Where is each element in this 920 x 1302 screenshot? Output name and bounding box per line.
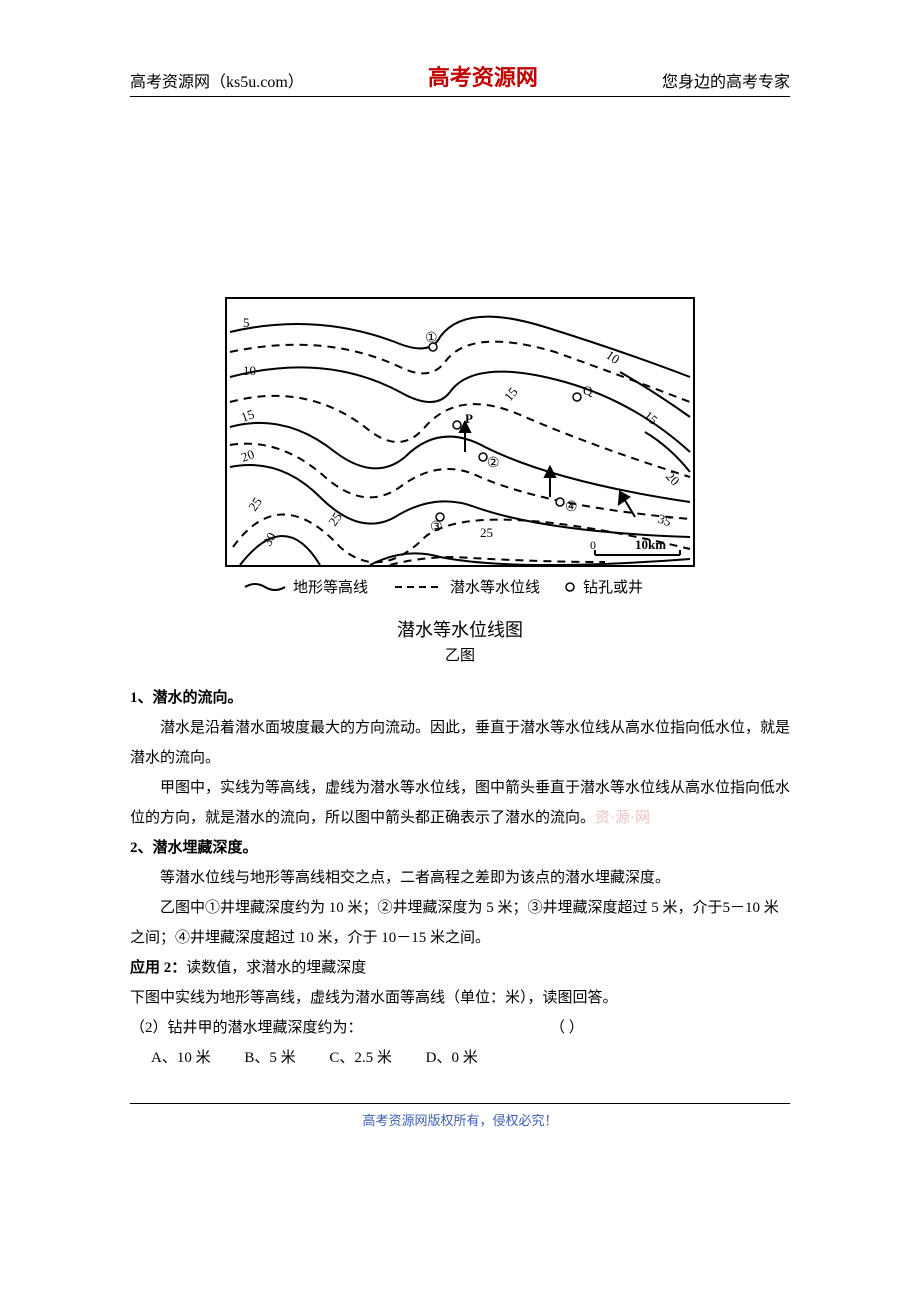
svg-text:5: 5 [243,315,250,330]
section-1-heading: 1、潜水的流向。 [130,683,790,713]
section-2-para-1: 等潜水位线与地形等高线相交之点，二者高程之差即为该点的潜水埋藏深度。 [130,863,790,893]
svg-text:地形等高线: 地形等高线 [293,578,368,596]
question-label: （2）钻井甲的潜水埋藏深度约为： [130,1020,363,1036]
application-instruction: 下图中实线为地形等高线，虚线为潜水面等高线（单位：米），读图回答。 [130,983,790,1013]
options-row: A、10 米 B、5 米 C、2.5 米 D、0 米 [130,1043,790,1073]
section-2-heading: 2、潜水埋藏深度。 [130,833,790,863]
inline-watermark: 资·源·网 [595,810,650,826]
figure-title: 潜水等水位线图 [130,616,790,642]
option-c[interactable]: C、2.5 米 [329,1043,392,1073]
svg-text:④: ④ [565,500,578,515]
svg-text:10km: 10km [635,537,666,552]
section-1-para-1: 潜水是沿着潜水面坡度最大的方向流动。因此，垂直于潜水等水位线从高水位指向低水位，… [130,713,790,773]
application-rest: 读数值，求潜水的埋藏深度 [186,960,366,976]
svg-text:潜水等水位线: 潜水等水位线 [450,578,540,596]
page-header: 高考资源网（ks5u.com） 高考资源网 您身边的高考专家 [130,60,790,97]
question-blank: （ ） [550,1020,584,1036]
option-d[interactable]: D、0 米 [426,1043,478,1073]
page-container: 高考资源网（ks5u.com） 高考资源网 您身边的高考专家 [0,0,920,1169]
section-1-para-2: 甲图中，实线为等高线，虚线为潜水等水位线，图中箭头垂直于潜水等水位线从高水位指向… [130,773,790,833]
svg-text:Q: Q [583,383,593,398]
application-heading: 应用 2：读数值，求潜水的埋藏深度 [130,953,790,983]
figure-subtitle: 乙图 [130,644,790,665]
svg-text:①: ① [425,331,438,346]
figure-block: 5 10 15 20 25 30 10 15 20 35 25 15 25 ① … [130,297,790,665]
application-label: 应用 2： [130,960,186,976]
svg-text:②: ② [487,456,500,471]
svg-text:③: ③ [430,520,443,535]
section-2-para-2: 乙图中①井埋藏深度约为 10 米；②井埋藏深度为 5 米；③井埋藏深度超过 5 … [130,893,790,953]
question-line: （2）钻井甲的潜水埋藏深度约为： （ ） [130,1013,790,1043]
section-1-para-2-text: 甲图中，实线为等高线，虚线为潜水等水位线，图中箭头垂直于潜水等水位线从高水位指向… [130,780,790,826]
header-left-text: 高考资源网（ks5u.com） [130,68,304,92]
header-right-text: 您身边的高考专家 [662,68,790,92]
option-a[interactable]: A、10 米 [151,1043,211,1073]
svg-text:0: 0 [590,538,596,552]
svg-text:钻孔或井: 钻孔或井 [583,579,643,596]
body-text: 1、潜水的流向。 潜水是沿着潜水面坡度最大的方向流动。因此，垂直于潜水等水位线从… [130,683,790,1073]
page-footer: 高考资源网版权所有，侵权必究！ [130,1103,790,1129]
svg-text:P: P [465,411,473,426]
svg-text:10: 10 [243,363,256,378]
figure-legend: 地形等高线 潜水等水位线 钻孔或井 [245,578,643,596]
header-center-logo: 高考资源网 [428,60,538,92]
contour-map-svg: 5 10 15 20 25 30 10 15 20 35 25 15 25 ① … [225,297,695,607]
svg-text:25: 25 [480,525,493,540]
option-b[interactable]: B、5 米 [244,1043,295,1073]
